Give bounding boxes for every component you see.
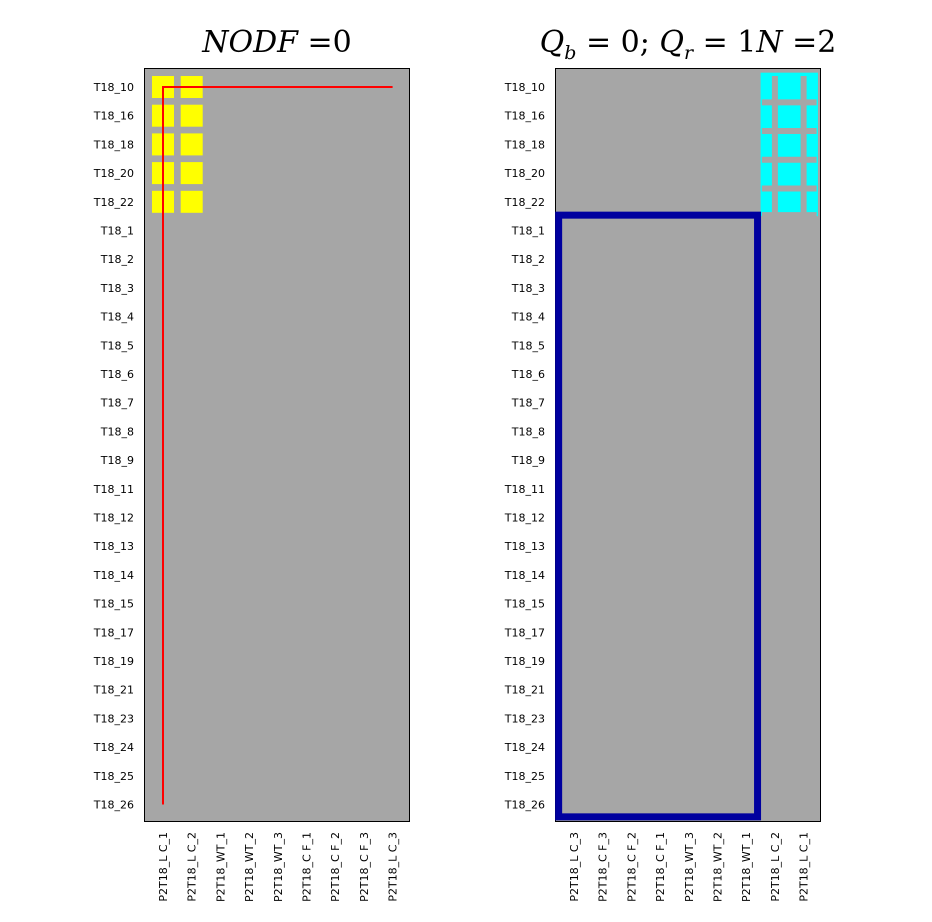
column-label: P2T18_WT_1 — [214, 832, 227, 902]
row-label: T18_13 — [504, 540, 545, 553]
row-label: T18_5 — [511, 339, 545, 352]
row-label: T18_26 — [504, 799, 545, 812]
row-label: T18_9 — [511, 454, 545, 467]
row-label: T18_9 — [100, 454, 134, 467]
row-label: T18_7 — [100, 397, 134, 410]
row-label: T18_19 — [504, 655, 545, 668]
row-label: T18_16 — [93, 110, 134, 123]
modularity-title: Qb = 0; Qr = 1N =2 — [540, 25, 837, 64]
column-label: P2T18_WT_3 — [272, 832, 285, 902]
row-label: T18_20 — [93, 167, 134, 180]
row-label: T18_2 — [511, 253, 545, 266]
row-label: T18_3 — [511, 282, 545, 295]
row-label: T18_17 — [504, 626, 545, 639]
row-label: T18_3 — [100, 282, 134, 295]
column-label: P2T18_L C_3 — [568, 832, 581, 902]
row-label: T18_11 — [93, 483, 134, 496]
row-label: T18_14 — [93, 569, 134, 582]
row-label: T18_21 — [93, 684, 134, 697]
modularity-panel: Qb = 0; Qr = 1N =2 T18_10T18_16T18_18T18… — [504, 25, 837, 902]
row-label: T18_24 — [504, 741, 545, 754]
row-label: T18_13 — [93, 540, 134, 553]
modularity-row-labels: T18_10 T18_16 T18_18 T18_20 T18_22 T18_1 T18_2… — [504, 81, 545, 812]
column-label: P2T18_C F_1 — [301, 832, 314, 902]
module-1 — [760, 72, 818, 217]
nodf-title: NODF =0 — [201, 25, 351, 60]
nestedness-isocline — [162, 86, 393, 805]
row-label: T18_4 — [511, 311, 545, 324]
column-label: P2T18_C F_2 — [625, 832, 638, 902]
column-label: P2T18_WT_3 — [683, 832, 696, 902]
row-label: T18_12 — [93, 512, 134, 525]
row-label: T18_11 — [504, 483, 545, 496]
nestedness-line — [162, 86, 393, 805]
row-label: T18_23 — [504, 712, 545, 725]
row-label: T18_2 — [100, 253, 134, 266]
row-label: T18_12 — [504, 512, 545, 525]
row-label: T18_7 — [511, 397, 545, 410]
row-label: T18_8 — [511, 425, 545, 438]
row-label: T18_10 — [93, 81, 134, 94]
matrix-cell — [180, 104, 203, 127]
column-label: P2T18_L C_1 — [798, 832, 811, 902]
row-label: T18_1 — [511, 225, 545, 238]
row-label: T18_24 — [93, 741, 134, 754]
modules — [555, 72, 818, 821]
column-label: P2T18_WT_2 — [712, 832, 725, 902]
row-label: T18_6 — [511, 368, 545, 381]
row-label: T18_25 — [504, 770, 545, 783]
column-label: P2T18_C F_2 — [329, 832, 342, 902]
module-2-outline — [555, 211, 762, 821]
row-label: T18_15 — [504, 598, 545, 611]
row-label: T18_5 — [100, 339, 134, 352]
nodf-row-labels: T18_10 T18_16 T18_18 T18_20 T18_22 T18_1 T18_2… — [93, 81, 134, 812]
row-label: T18_19 — [93, 655, 134, 668]
row-label: T18_21 — [504, 684, 545, 697]
column-label: P2T18_WT_1 — [740, 832, 753, 902]
modularity-column-labels: P2T18_L C_3 P2T18_C F_3 P2T18_C F_2 P2T18_C… — [568, 832, 811, 902]
row-label: T18_15 — [93, 598, 134, 611]
row-label: T18_8 — [100, 425, 134, 438]
column-label: P2T18_WT_2 — [243, 832, 256, 902]
column-label: P2T18_C F_3 — [597, 832, 610, 902]
column-label: P2T18_L C_2 — [769, 832, 782, 902]
row-label: T18_18 — [93, 138, 134, 151]
matrix-cell — [180, 162, 203, 185]
column-label: P2T18_L C_3 — [387, 832, 400, 902]
row-label: T18_25 — [93, 770, 134, 783]
column-label: P2T18_C F_3 — [358, 832, 371, 902]
row-label: T18_6 — [100, 368, 134, 381]
matrix-cell — [180, 190, 203, 213]
row-label: T18_17 — [93, 626, 134, 639]
column-label: P2T18_L C_2 — [186, 832, 199, 902]
row-label: T18_20 — [504, 167, 545, 180]
row-label: T18_10 — [504, 81, 545, 94]
nodf-column-labels: P2T18_L C_1 P2T18_L C_2 P2T18_WT_1 P2T18_WT… — [157, 832, 400, 902]
row-label: T18_26 — [93, 799, 134, 812]
column-label: P2T18_C F_1 — [654, 832, 667, 902]
matrix-cell — [180, 133, 203, 156]
row-label: T18_16 — [504, 110, 545, 123]
row-label: T18_22 — [93, 196, 134, 209]
row-label: T18_14 — [504, 569, 545, 582]
nodf-panel: NODF =0 T18_10T18_16T18_18T18_20T18_22T1… — [93, 25, 410, 902]
row-label: T18_4 — [100, 311, 134, 324]
column-label: P2T18_L C_1 — [157, 832, 170, 902]
row-label: T18_18 — [504, 138, 545, 151]
row-label: T18_23 — [93, 712, 134, 725]
row-label: T18_22 — [504, 196, 545, 209]
row-label: T18_1 — [100, 225, 134, 238]
